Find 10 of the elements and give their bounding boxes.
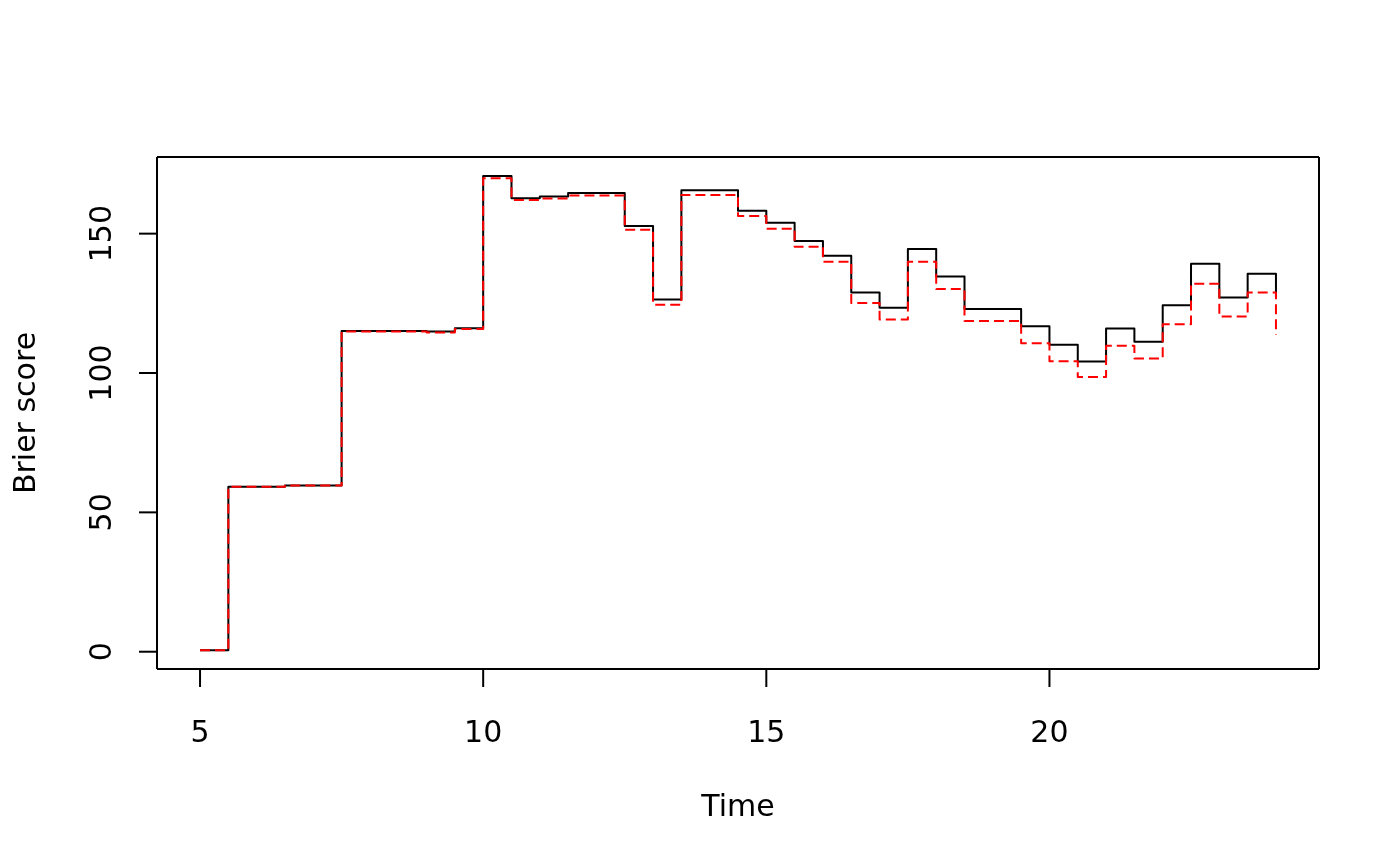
y-tick-label: 100 xyxy=(83,344,118,402)
x-tick-label: 10 xyxy=(464,714,503,750)
y-tick-label: 0 xyxy=(83,642,118,662)
y-axis-title: Brier score xyxy=(7,331,42,495)
y-tick-label: 150 xyxy=(83,205,118,263)
x-axis-title: Time xyxy=(700,788,775,823)
x-tick-label: 15 xyxy=(747,714,786,750)
y-tick-label: 50 xyxy=(83,493,118,532)
x-tick-label: 20 xyxy=(1030,714,1069,750)
x-tick-label: 5 xyxy=(190,714,210,750)
